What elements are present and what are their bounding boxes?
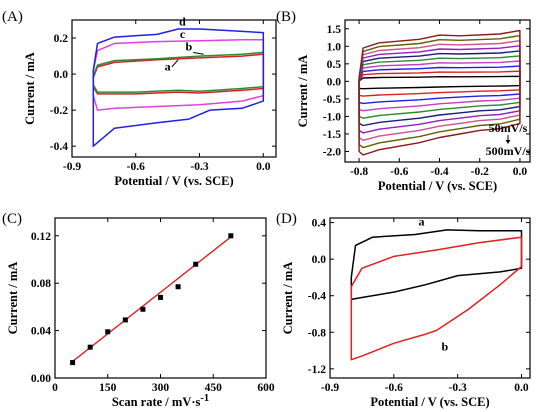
- cv-curve-9: [358, 34, 521, 149]
- panel-label: (D): [276, 211, 297, 227]
- cv-curve-d: [92, 28, 265, 147]
- cv-curve-8: [358, 40, 521, 141]
- curve-label-c: c: [180, 27, 186, 41]
- x-tick-label: -0.6: [127, 161, 145, 173]
- cv-curve-4: [358, 60, 521, 112]
- x-tick-label: -0.2: [471, 166, 489, 178]
- x-tick-label: 0: [52, 382, 58, 394]
- panel-b: (B) -0.8 -0.6 -0.4 -0.2 0.0 -2.0 -1.5 -1.0 -0.5 0.…: [276, 9, 531, 193]
- cv-curve-c: [92, 39, 265, 111]
- x-tick-label: -0.4: [430, 166, 448, 178]
- panel-a: (A) -0.9 -0.6 -0.3 0.0 -0.4 -0.2 0.0 0.2 Potentia…: [2, 9, 277, 188]
- data-point: [193, 261, 199, 267]
- cv-curve-a: [350, 229, 523, 301]
- label-pointer-b: [193, 51, 204, 55]
- x-tick-label: 450: [205, 382, 223, 394]
- y-tick-label: -1.2: [308, 364, 326, 376]
- cv-curve-b: [350, 236, 523, 361]
- cv-curve-5: [358, 55, 521, 119]
- x-axis-label: Potential / V (vs. SCE): [370, 395, 489, 409]
- data-point: [105, 329, 111, 335]
- cv-curve-10: [358, 29, 521, 156]
- curve-label-a: a: [418, 214, 424, 228]
- x-axis-label: Scan rate / mV·s-1: [112, 393, 209, 409]
- y-tick-label: 0.0: [312, 254, 327, 266]
- label-pointer-a: [171, 59, 179, 68]
- x-axis-label: Potential / V (vs. SCE): [114, 174, 233, 188]
- cv-curve-6: [358, 50, 521, 127]
- y-tick-label: 0.4: [312, 218, 327, 230]
- y-tick-label: -0.4: [308, 291, 326, 303]
- scan-rate-end: 500mV/s: [486, 144, 531, 158]
- data-point: [70, 360, 76, 366]
- y-tick-label: -2.0: [323, 146, 341, 158]
- cv-curve-1: [358, 75, 521, 90]
- cv-curve-3: [358, 65, 521, 105]
- y-tick-label: 0.0: [327, 76, 342, 88]
- x-tick-label: 300: [152, 382, 170, 394]
- x-tick-label: 150: [99, 382, 117, 394]
- plot-frame: [71, 19, 277, 158]
- x-tick-label: -0.6: [390, 166, 408, 178]
- panel-label: (A): [2, 9, 23, 25]
- data-point: [87, 344, 93, 350]
- panel-label: (B): [276, 9, 296, 25]
- data-point: [158, 294, 163, 300]
- data-point: [175, 284, 181, 290]
- data-point: [228, 233, 234, 239]
- y-tick-label: 1.0: [327, 41, 342, 53]
- fit-line: [72, 236, 232, 362]
- x-tick-label: -0.9: [321, 382, 339, 394]
- y-tick-label: -0.8: [308, 327, 326, 339]
- scan-rate-start: 50mV/s: [489, 121, 528, 135]
- cv-curve-2: [358, 70, 521, 97]
- y-tick-label: 0.04: [31, 326, 51, 338]
- x-tick-label: 600: [257, 382, 275, 394]
- y-axis-label: Current / mA: [23, 52, 37, 125]
- panel-label: (C): [2, 211, 22, 227]
- plot-frame: [344, 19, 531, 163]
- scan-rate-arrowhead: [505, 140, 511, 144]
- x-tick-label: 0.0: [514, 382, 529, 394]
- x-tick-label: -0.6: [385, 382, 403, 394]
- x-tick-label: 0.0: [256, 161, 271, 173]
- x-tick-label: 0.0: [513, 166, 528, 178]
- y-tick-label: -0.5: [323, 94, 341, 106]
- y-tick-label: -1.0: [323, 111, 341, 123]
- y-axis-label: Current / mA: [281, 262, 295, 335]
- x-tick-label: -0.9: [63, 161, 81, 173]
- y-tick-label: 0.5: [327, 59, 342, 71]
- y-tick-label: 0.00: [31, 373, 51, 385]
- y-tick-label: 0.2: [54, 33, 69, 45]
- panel-d: (D) -0.9 -0.6 -0.3 0.0 -1.2 -0.8 -0.4 0.0 0.4 Pote…: [276, 211, 531, 409]
- y-tick-label: -1.5: [323, 129, 341, 141]
- y-tick-label: 0.0: [54, 69, 69, 81]
- x-tick-label: -0.3: [449, 382, 467, 394]
- y-tick-label: 0.08: [31, 278, 51, 290]
- y-tick-label: -0.4: [50, 141, 68, 153]
- y-tick-label: 0.12: [31, 231, 51, 243]
- data-point: [140, 306, 146, 312]
- data-point: [122, 317, 128, 323]
- plot-frame: [329, 217, 531, 379]
- curve-label-d: d: [179, 14, 186, 28]
- x-axis-label: Potential / V (vs. SCE): [378, 179, 497, 193]
- y-tick-label: 1.5: [327, 24, 342, 36]
- y-axis-label: Current / mA: [296, 55, 310, 128]
- curve-label-a: a: [165, 59, 171, 73]
- x-tick-label: -0.8: [350, 166, 368, 178]
- x-tick-label: -0.3: [190, 161, 208, 173]
- y-tick-label: -0.2: [50, 105, 68, 117]
- curve-label-b: b: [186, 40, 193, 54]
- panel-c: (C) 0 150 300 450 600 0.00 0.04 0.08 0.12 Scan rat…: [2, 211, 275, 409]
- curve-label-b: b: [442, 340, 449, 354]
- cv-curve-7: [358, 45, 521, 134]
- y-axis-label: Current / mA: [6, 262, 20, 335]
